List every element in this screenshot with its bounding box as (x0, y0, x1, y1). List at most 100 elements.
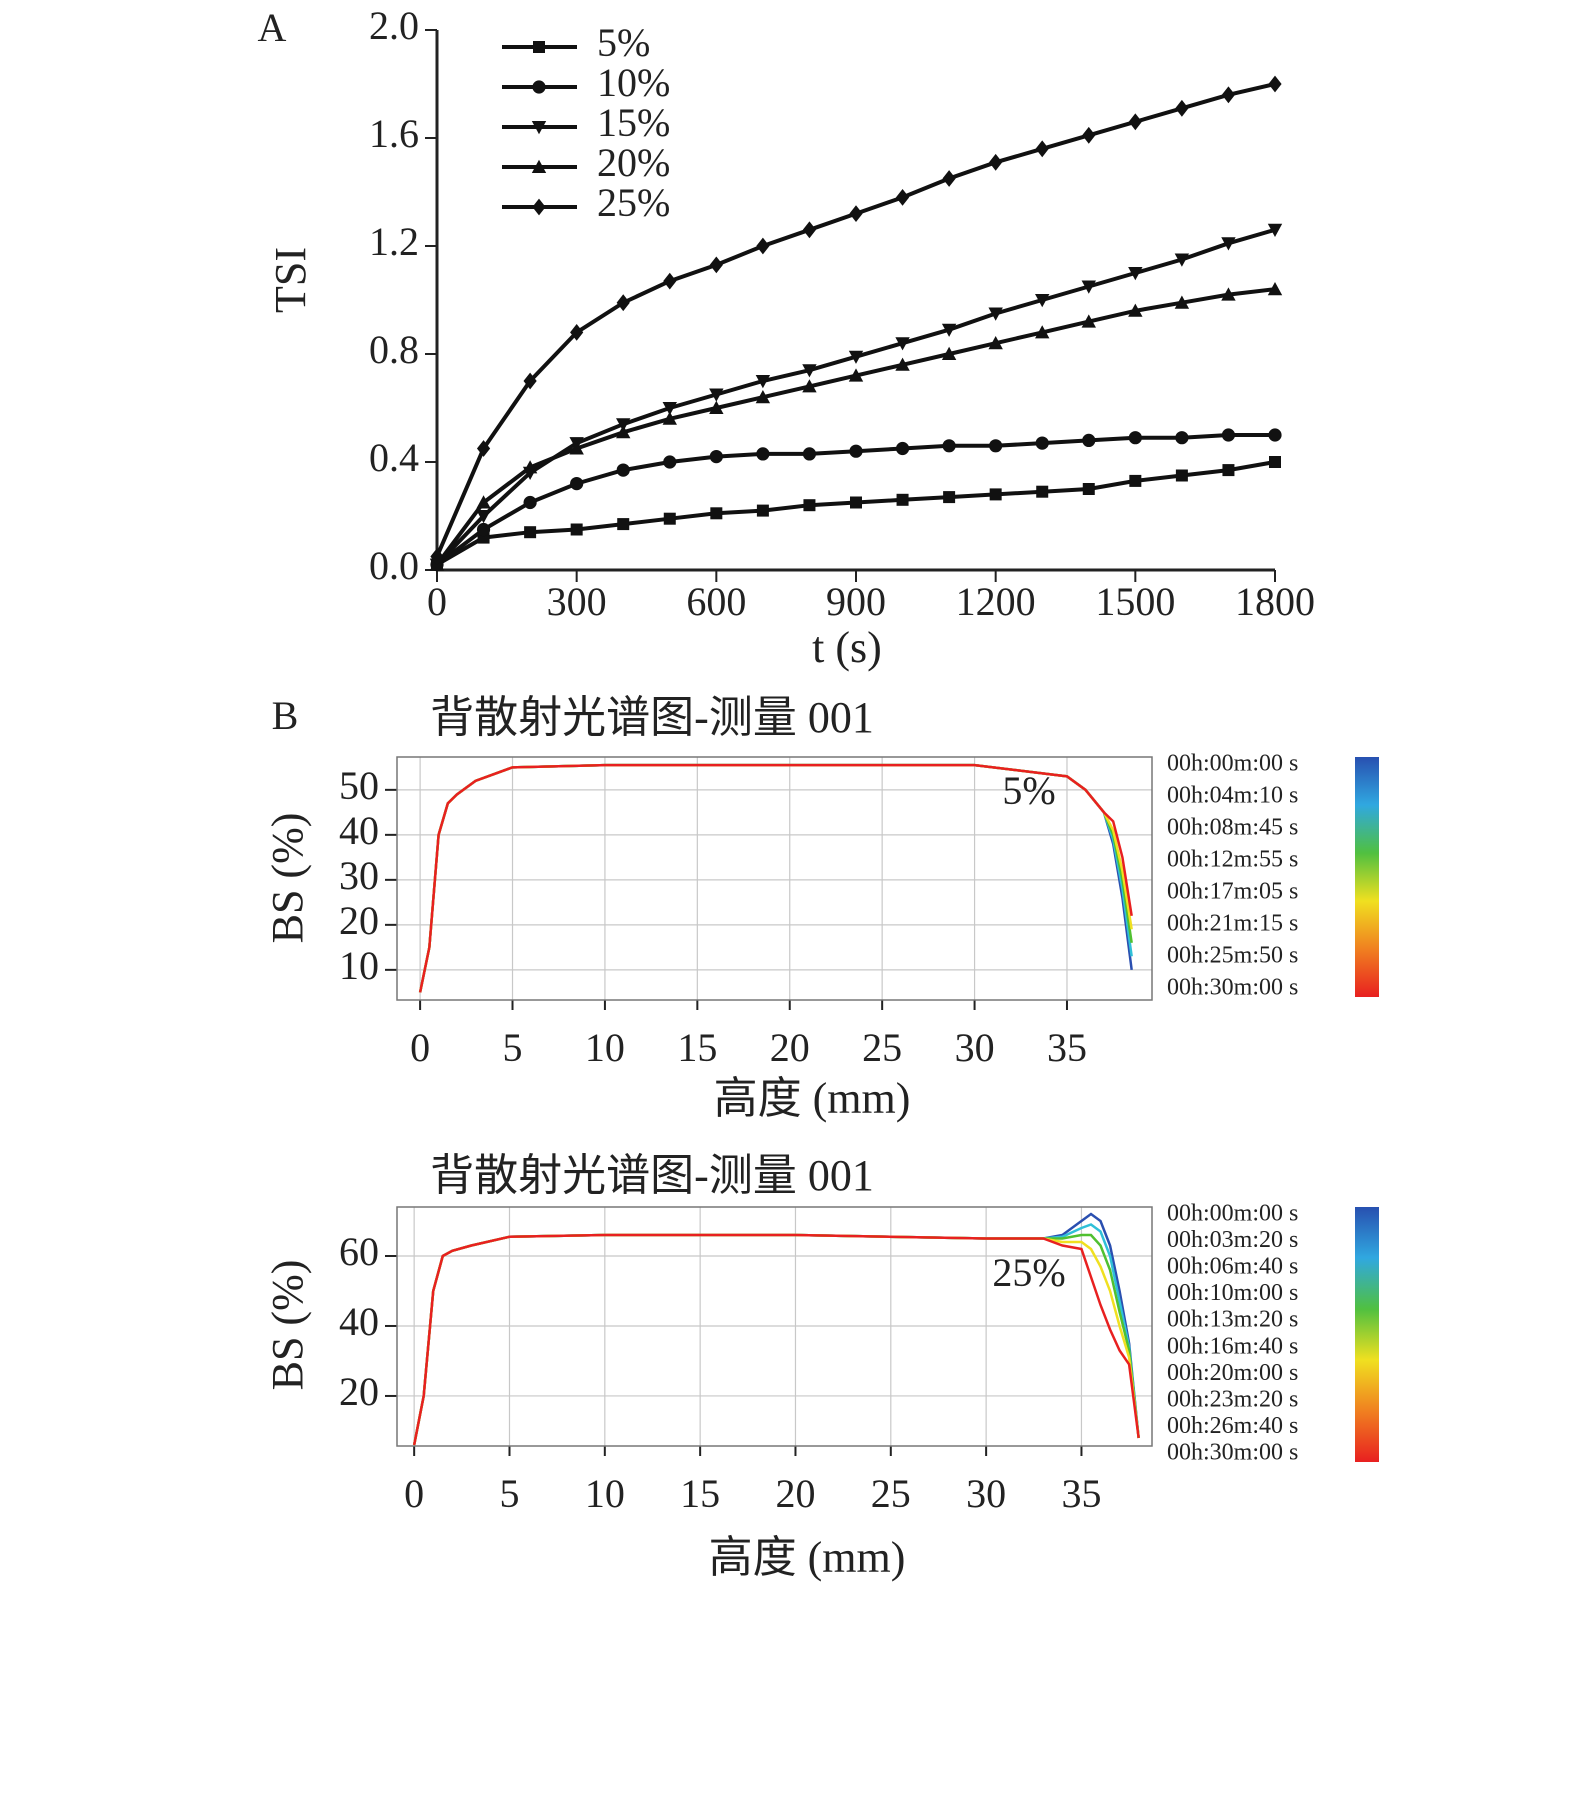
marker (989, 153, 1003, 171)
marker (1222, 464, 1235, 477)
marker (1175, 99, 1189, 117)
x-tick-label: 300 (547, 579, 607, 624)
marker (755, 390, 771, 404)
marker (533, 41, 545, 53)
x-axis-label: 高度 (mm) (714, 1074, 911, 1123)
marker (524, 526, 537, 539)
y-axis-label: BS (%) (263, 1260, 312, 1391)
colorbar (1355, 1207, 1379, 1462)
y-tick-label: 2.0 (369, 3, 419, 48)
marker (942, 170, 956, 187)
x-tick-label: 0 (404, 1471, 424, 1516)
colorbar-label: 00h:12m:55 s (1167, 847, 1298, 873)
marker (532, 198, 546, 216)
y-tick-label: 0.4 (369, 435, 419, 480)
marker (1128, 431, 1142, 445)
panel-label: A (258, 5, 287, 50)
marker (1174, 253, 1190, 267)
marker (756, 504, 769, 517)
colorbar-label: 00h:08m:45 s (1167, 815, 1298, 841)
marker (989, 488, 1002, 501)
colorbar-label: 00h:16m:40 s (1167, 1333, 1298, 1359)
marker (532, 80, 546, 94)
marker (709, 400, 724, 414)
marker (616, 463, 630, 477)
marker (1221, 237, 1236, 251)
legend-label: 25% (597, 180, 670, 225)
marker (616, 294, 630, 312)
x-tick-label: 35 (1061, 1471, 1101, 1516)
marker (942, 439, 956, 453)
colorbar-label: 00h:26m:40 s (1167, 1413, 1298, 1439)
series-line (412, 1233, 1140, 1446)
marker (848, 350, 864, 364)
marker (943, 491, 956, 504)
y-tick-label: 10 (339, 943, 379, 988)
marker (895, 337, 910, 351)
marker (895, 189, 910, 206)
x-axis-label: 高度 (mm) (709, 1533, 906, 1582)
marker (988, 336, 1003, 350)
marker (1269, 456, 1281, 468)
marker (476, 510, 491, 524)
colorbar-label: 00h:10m:00 s (1167, 1280, 1298, 1306)
marker (1267, 223, 1283, 237)
marker (1175, 431, 1189, 445)
y-tick-label: 0.0 (369, 543, 419, 588)
x-tick-label: 30 (966, 1471, 1006, 1516)
panel-label: B (272, 693, 299, 738)
y-tick-label: 50 (339, 763, 379, 808)
marker (755, 375, 771, 389)
marker (849, 205, 863, 222)
x-tick-label: 1500 (1095, 579, 1175, 624)
series-line (437, 227, 1275, 566)
marker (709, 256, 723, 274)
marker (523, 372, 537, 390)
x-tick-label: 20 (770, 1025, 810, 1070)
chart-title: 背散射光谱图-测量 001 (430, 1151, 874, 1200)
y-tick-label: 1.2 (369, 219, 419, 264)
marker (895, 357, 910, 371)
x-axis-label: t (s) (812, 623, 882, 672)
marker (1128, 113, 1142, 131)
marker (1268, 75, 1282, 93)
x-tick-label: 10 (585, 1025, 625, 1070)
marker (1081, 314, 1096, 328)
marker (1221, 287, 1236, 301)
marker (756, 447, 770, 461)
y-tick-label: 40 (339, 1299, 379, 1344)
marker (430, 548, 444, 565)
marker (850, 496, 862, 509)
marker (570, 477, 584, 491)
colorbar-label: 00h:30m:00 s (1167, 975, 1298, 1001)
y-axis-label: BS (%) (263, 813, 312, 944)
marker (531, 121, 547, 135)
marker (1221, 428, 1236, 442)
marker (1035, 294, 1050, 308)
marker (523, 495, 537, 510)
x-tick-label: 25 (862, 1025, 902, 1070)
x-tick-label: 1200 (956, 579, 1036, 624)
marker (896, 493, 909, 506)
x-tick-label: 5 (503, 1025, 523, 1070)
series-line (437, 82, 1275, 558)
marker (802, 447, 817, 461)
colorbar-label: 00h:04m:10 s (1167, 783, 1298, 809)
x-tick-label: 10 (585, 1471, 625, 1516)
y-tick-label: 0.8 (369, 327, 419, 372)
colorbar-label: 00h:00m:00 s (1167, 1201, 1298, 1227)
x-tick-label: 600 (686, 579, 746, 624)
legend-label: 5% (597, 20, 650, 65)
marker (1221, 86, 1236, 104)
colorbar-label: 00h:25m:50 s (1167, 943, 1298, 969)
marker (941, 323, 957, 337)
series-line (412, 1212, 1140, 1446)
colorbar (1355, 757, 1379, 997)
marker (522, 460, 538, 474)
marker (1129, 474, 1142, 487)
marker (663, 272, 677, 290)
x-tick-label: 15 (680, 1471, 720, 1516)
x-tick-label: 15 (677, 1025, 717, 1070)
marker (531, 159, 547, 173)
